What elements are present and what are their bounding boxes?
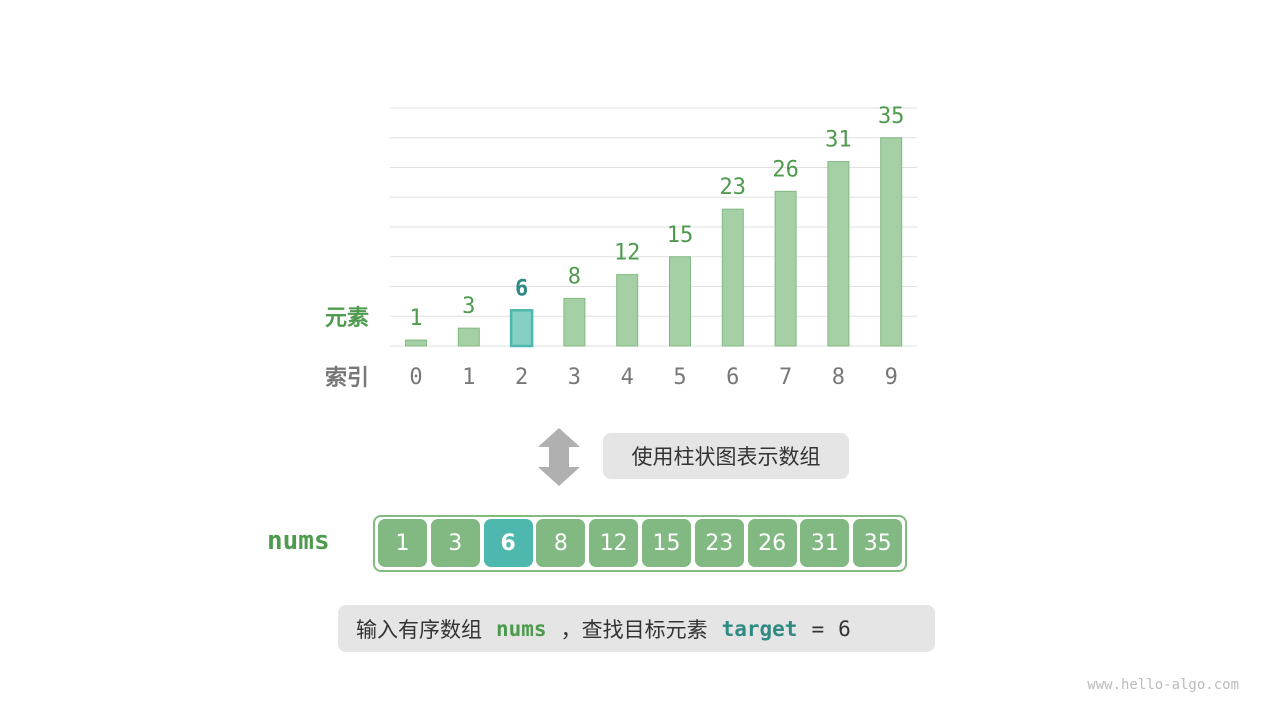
prompt-prefix: 输入有序数组	[356, 617, 482, 642]
index-tick-label: 1	[462, 365, 475, 390]
bar-value-label: 3	[462, 294, 475, 319]
array-cell: 3	[430, 519, 480, 567]
index-row-label: 索引	[325, 366, 370, 391]
bar	[509, 309, 534, 348]
array-cell: 6	[483, 519, 533, 567]
prompt-target: target	[721, 616, 798, 641]
array-cell: 8	[536, 519, 586, 567]
bar-value-label: 35	[878, 104, 905, 129]
bar-value-label: 6	[515, 276, 528, 301]
index-tick-label: 8	[832, 365, 845, 390]
watermark: www.hello-algo.com	[1087, 677, 1239, 693]
index-tick-label: 5	[673, 365, 686, 390]
bar-value-label: 1	[409, 306, 422, 331]
array-cell: 35	[853, 519, 903, 567]
array-cell: 31	[800, 519, 850, 567]
bar-value-label: 15	[667, 223, 694, 248]
up-down-arrow-icon	[538, 428, 580, 486]
bar-value-label: 23	[720, 175, 747, 200]
index-tick-label: 0	[409, 365, 422, 390]
index-tick-label: 3	[568, 365, 581, 390]
value-row-label: 元素	[325, 306, 370, 331]
prompt-equals: =	[811, 616, 825, 641]
index-tick-label: 7	[779, 365, 792, 390]
bar-value-label: 26	[772, 157, 799, 182]
bar-value-label: 31	[825, 128, 852, 153]
bar	[721, 208, 744, 347]
bar	[880, 137, 903, 347]
bar	[457, 327, 480, 347]
array-container	[373, 515, 907, 572]
index-tick-label: 2	[515, 365, 528, 390]
index-tick-label: 6	[726, 365, 739, 390]
caption: 使用柱状图表示数组	[603, 433, 849, 479]
bar	[827, 161, 850, 347]
array-cell: 23	[694, 519, 744, 567]
array-cell: 26	[747, 519, 797, 567]
prompt-value: 6	[838, 616, 851, 641]
array-cell: 12	[589, 519, 639, 567]
bar	[405, 339, 427, 347]
index-tick-label: 4	[621, 365, 634, 390]
array-cell: 1	[378, 519, 427, 567]
index-tick-label: 9	[885, 365, 898, 390]
prompt-middle: ，查找目标元素	[560, 617, 708, 642]
bar-value-label: 12	[614, 241, 641, 266]
bar	[616, 274, 639, 347]
bar-value-label: 8	[568, 264, 581, 289]
prompt-nums: nums	[496, 616, 547, 641]
bar	[563, 297, 586, 347]
array-name: nums	[267, 526, 330, 556]
prompt-box: 输入有序数组 nums ，查找目标元素 target = 6	[338, 605, 935, 652]
array-cell: 15	[642, 519, 691, 567]
bar	[774, 190, 797, 347]
bar	[669, 256, 691, 347]
